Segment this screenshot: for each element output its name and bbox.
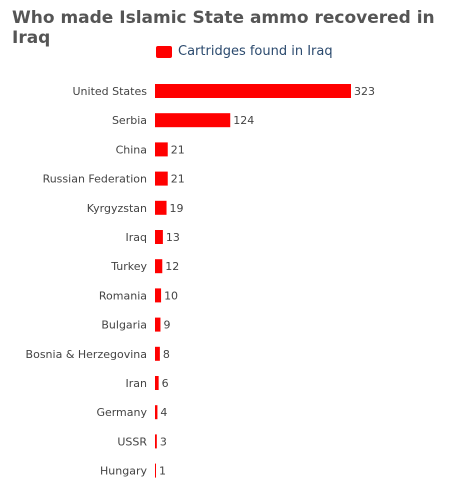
category-label-ussr: USSR (117, 435, 147, 448)
value-label-united-states: 323 (354, 85, 375, 98)
category-label-iraq: Iraq (126, 231, 148, 244)
bar-kyrgyzstan (155, 200, 167, 215)
bar-iraq (155, 230, 163, 244)
value-label-hungary: 1 (159, 465, 166, 478)
category-label-kyrgyzstan: Kyrgyzstan (87, 202, 147, 215)
category-label-china: China (116, 143, 147, 156)
bar-china (155, 142, 168, 157)
bar-bosnia-herzegovina (155, 346, 160, 361)
value-label-germany: 4 (160, 406, 167, 419)
category-label-hungary: Hungary (100, 465, 147, 478)
category-label-turkey: Turkey (110, 260, 147, 273)
value-label-turkey: 12 (165, 260, 179, 273)
category-label-bosnia-herzegovina: Bosnia & Herzegovina (26, 348, 147, 361)
legend-swatch (156, 45, 172, 58)
chart-title: Who made Islamic State ammo recovered in… (12, 8, 435, 48)
value-label-ussr: 3 (160, 435, 167, 448)
value-label-china: 21 (171, 143, 185, 156)
value-label-russian-federation: 21 (171, 173, 185, 186)
category-label-romania: Romania (99, 289, 147, 302)
bar-hungary (155, 463, 156, 478)
bar-russian-federation (155, 171, 168, 186)
category-label-germany: Germany (96, 406, 147, 419)
value-label-serbia: 124 (233, 114, 254, 127)
bar-serbia (155, 113, 231, 128)
bar-turkey (155, 259, 163, 274)
category-label-russian-federation: Russian Federation (43, 173, 147, 186)
legend: Cartridges found in Iraq (156, 44, 333, 59)
value-label-iraq: 13 (166, 231, 180, 244)
value-label-kyrgyzstan: 19 (170, 202, 184, 215)
value-label-bulgaria: 9 (163, 319, 170, 332)
category-label-serbia: Serbia (112, 114, 147, 127)
bar-bulgaria (155, 317, 161, 332)
bar-united-states (155, 84, 351, 98)
bar-ussr (155, 434, 157, 449)
value-label-bosnia-herzegovina: 8 (163, 348, 170, 361)
legend-label: Cartridges found in Iraq (178, 44, 333, 59)
category-label-iran: Iran (126, 377, 148, 390)
category-label-bulgaria: Bulgaria (101, 319, 147, 332)
bar-romania (155, 288, 162, 303)
bar-iran (155, 376, 159, 390)
category-label-united-states: United States (73, 85, 148, 98)
value-label-romania: 10 (164, 289, 178, 302)
bar-germany (155, 405, 158, 420)
value-label-iran: 6 (162, 377, 169, 390)
